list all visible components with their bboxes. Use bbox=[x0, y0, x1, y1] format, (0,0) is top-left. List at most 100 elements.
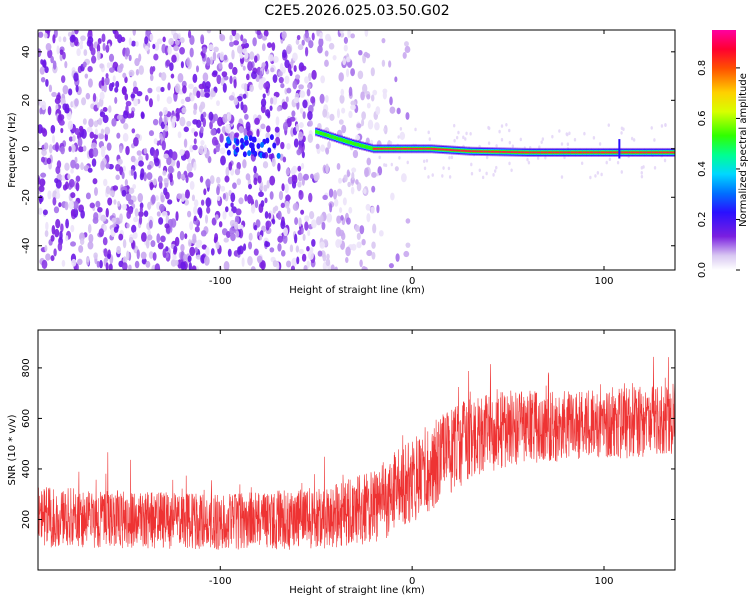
spectrogram-cell bbox=[203, 188, 207, 196]
spectrogram-cell bbox=[233, 40, 240, 46]
spectrogram-cell bbox=[101, 84, 105, 92]
spectrogram-cell bbox=[527, 160, 531, 165]
colorbar-tick-label: 0.6 bbox=[697, 110, 708, 126]
spectrogram-cell bbox=[199, 175, 204, 183]
spectrogram-cell bbox=[285, 45, 292, 55]
spectrogram-cell bbox=[223, 54, 228, 61]
spectrogram-cell bbox=[281, 66, 286, 74]
spectrogram-cell bbox=[185, 189, 190, 199]
spectrogram-cell bbox=[195, 242, 202, 249]
spectrogram-cell bbox=[103, 224, 108, 231]
spectrogram-ridge-cell bbox=[543, 151, 546, 154]
spectrogram-cell bbox=[605, 160, 608, 165]
spectrogram-cell bbox=[362, 83, 368, 94]
spectrogram-cell bbox=[265, 86, 269, 94]
spectrogram-cell bbox=[121, 85, 127, 96]
spectrogram-ridge-cell bbox=[497, 150, 500, 153]
spectrogram-cell bbox=[465, 131, 468, 136]
spectrogram-cell bbox=[255, 219, 261, 228]
spectrogram-cell bbox=[180, 261, 186, 270]
spectrogram-ridge-cell bbox=[547, 151, 551, 154]
spectrogram-cell bbox=[179, 230, 185, 241]
spectrogram-cell bbox=[147, 234, 153, 241]
spectrogram-ridge-cell bbox=[524, 151, 528, 154]
spectrogram-cell bbox=[242, 93, 247, 99]
spectrogram-cell bbox=[101, 33, 106, 43]
spectrogram-cell bbox=[383, 124, 388, 135]
spectrogram-cell bbox=[350, 68, 355, 77]
spectrogram-ridge-cell bbox=[432, 148, 436, 150]
spectrogram-cell bbox=[192, 119, 199, 125]
spectrogram-cell bbox=[144, 45, 149, 52]
spectrogram-cell bbox=[338, 119, 344, 125]
spectrogram-cell bbox=[282, 234, 288, 244]
spectrogram-cell bbox=[174, 83, 181, 94]
spectrogram-cell bbox=[105, 162, 110, 169]
spectrogram-cell bbox=[56, 45, 60, 55]
spectrogram-cell bbox=[372, 89, 378, 96]
spectrogram-cell bbox=[222, 82, 227, 93]
spectrogram-cell bbox=[289, 244, 294, 253]
spectrogram-cell bbox=[219, 32, 223, 41]
spectrogram-cell bbox=[180, 244, 185, 252]
spectrogram-cell bbox=[462, 135, 465, 140]
spectrogram-cell bbox=[229, 75, 233, 85]
spectrogram-cell bbox=[176, 193, 183, 200]
spectrogram-cell bbox=[156, 94, 160, 102]
spectrogram-ridge-cell bbox=[591, 151, 594, 154]
spectrogram-cell bbox=[131, 40, 136, 47]
spectrogram-cell bbox=[239, 137, 244, 144]
spectrogram-cell bbox=[125, 145, 130, 156]
spectrogram-cell bbox=[196, 90, 201, 99]
spectrogram-cell bbox=[50, 124, 56, 134]
spectrogram-cell bbox=[193, 215, 197, 222]
spectrogram-ridge-cell bbox=[510, 151, 514, 154]
spectrogram-cell bbox=[307, 133, 314, 143]
spectrogram-cell bbox=[339, 94, 345, 104]
spectrogram-ridge-cell bbox=[421, 147, 424, 150]
spectrogram-cell bbox=[148, 251, 154, 259]
spectrogram-ridge-cell bbox=[621, 151, 624, 154]
spectrogram-cell bbox=[428, 137, 432, 141]
spectrogram-cell bbox=[447, 166, 451, 171]
spectrogram-cell bbox=[74, 30, 79, 35]
snr-ytick-label: 600 bbox=[21, 409, 32, 428]
spectrogram-cell bbox=[243, 83, 248, 93]
spectrogram-frame bbox=[37, 29, 676, 271]
spectrogram-cell bbox=[346, 56, 351, 63]
spectrogram-cell bbox=[44, 66, 49, 74]
spectrogram-ridge-cell bbox=[358, 143, 362, 148]
spectrogram-ridge-cell bbox=[573, 151, 576, 154]
spectrogram-cell bbox=[192, 233, 197, 244]
spectrogram-cell bbox=[229, 226, 235, 235]
spectrogram-cell bbox=[263, 184, 268, 192]
spectrogram-cell bbox=[404, 45, 411, 54]
spectrogram-cell bbox=[172, 115, 177, 123]
spectrogram-cell bbox=[359, 225, 365, 235]
spectrogram-cell bbox=[225, 230, 231, 239]
spectrogram-cell bbox=[68, 136, 73, 142]
spectrogram-cell bbox=[165, 191, 170, 200]
spectrogram-cell bbox=[565, 132, 568, 136]
spectrogram-cell bbox=[278, 190, 284, 201]
spectrogram-cell bbox=[38, 140, 41, 148]
spectrogram-cell bbox=[55, 218, 61, 229]
spectrogram-cell bbox=[115, 80, 120, 89]
spectrogram-cell bbox=[200, 34, 205, 44]
spectrogram-ridge-cell bbox=[513, 151, 516, 154]
spectrogram-cell bbox=[286, 87, 292, 94]
spectrogram-cell bbox=[272, 260, 278, 268]
spectrogram-cell bbox=[219, 133, 224, 143]
spectrogram-cell bbox=[282, 156, 287, 163]
spectrogram-cell bbox=[296, 256, 300, 265]
spectrogram-cell bbox=[427, 130, 430, 135]
spectrogram-ridge-cell bbox=[356, 142, 360, 147]
spectrogram-cell bbox=[311, 69, 317, 80]
colorbar-tick-label: 0.4 bbox=[697, 161, 708, 177]
spectrogram-cell bbox=[286, 260, 292, 268]
spectrogram-ridge-cell bbox=[609, 151, 613, 154]
spectrogram-cell bbox=[167, 45, 172, 55]
spectrogram-cell bbox=[101, 76, 105, 87]
spectrogram-cell bbox=[230, 192, 236, 203]
spectrogram-cell bbox=[130, 93, 136, 99]
